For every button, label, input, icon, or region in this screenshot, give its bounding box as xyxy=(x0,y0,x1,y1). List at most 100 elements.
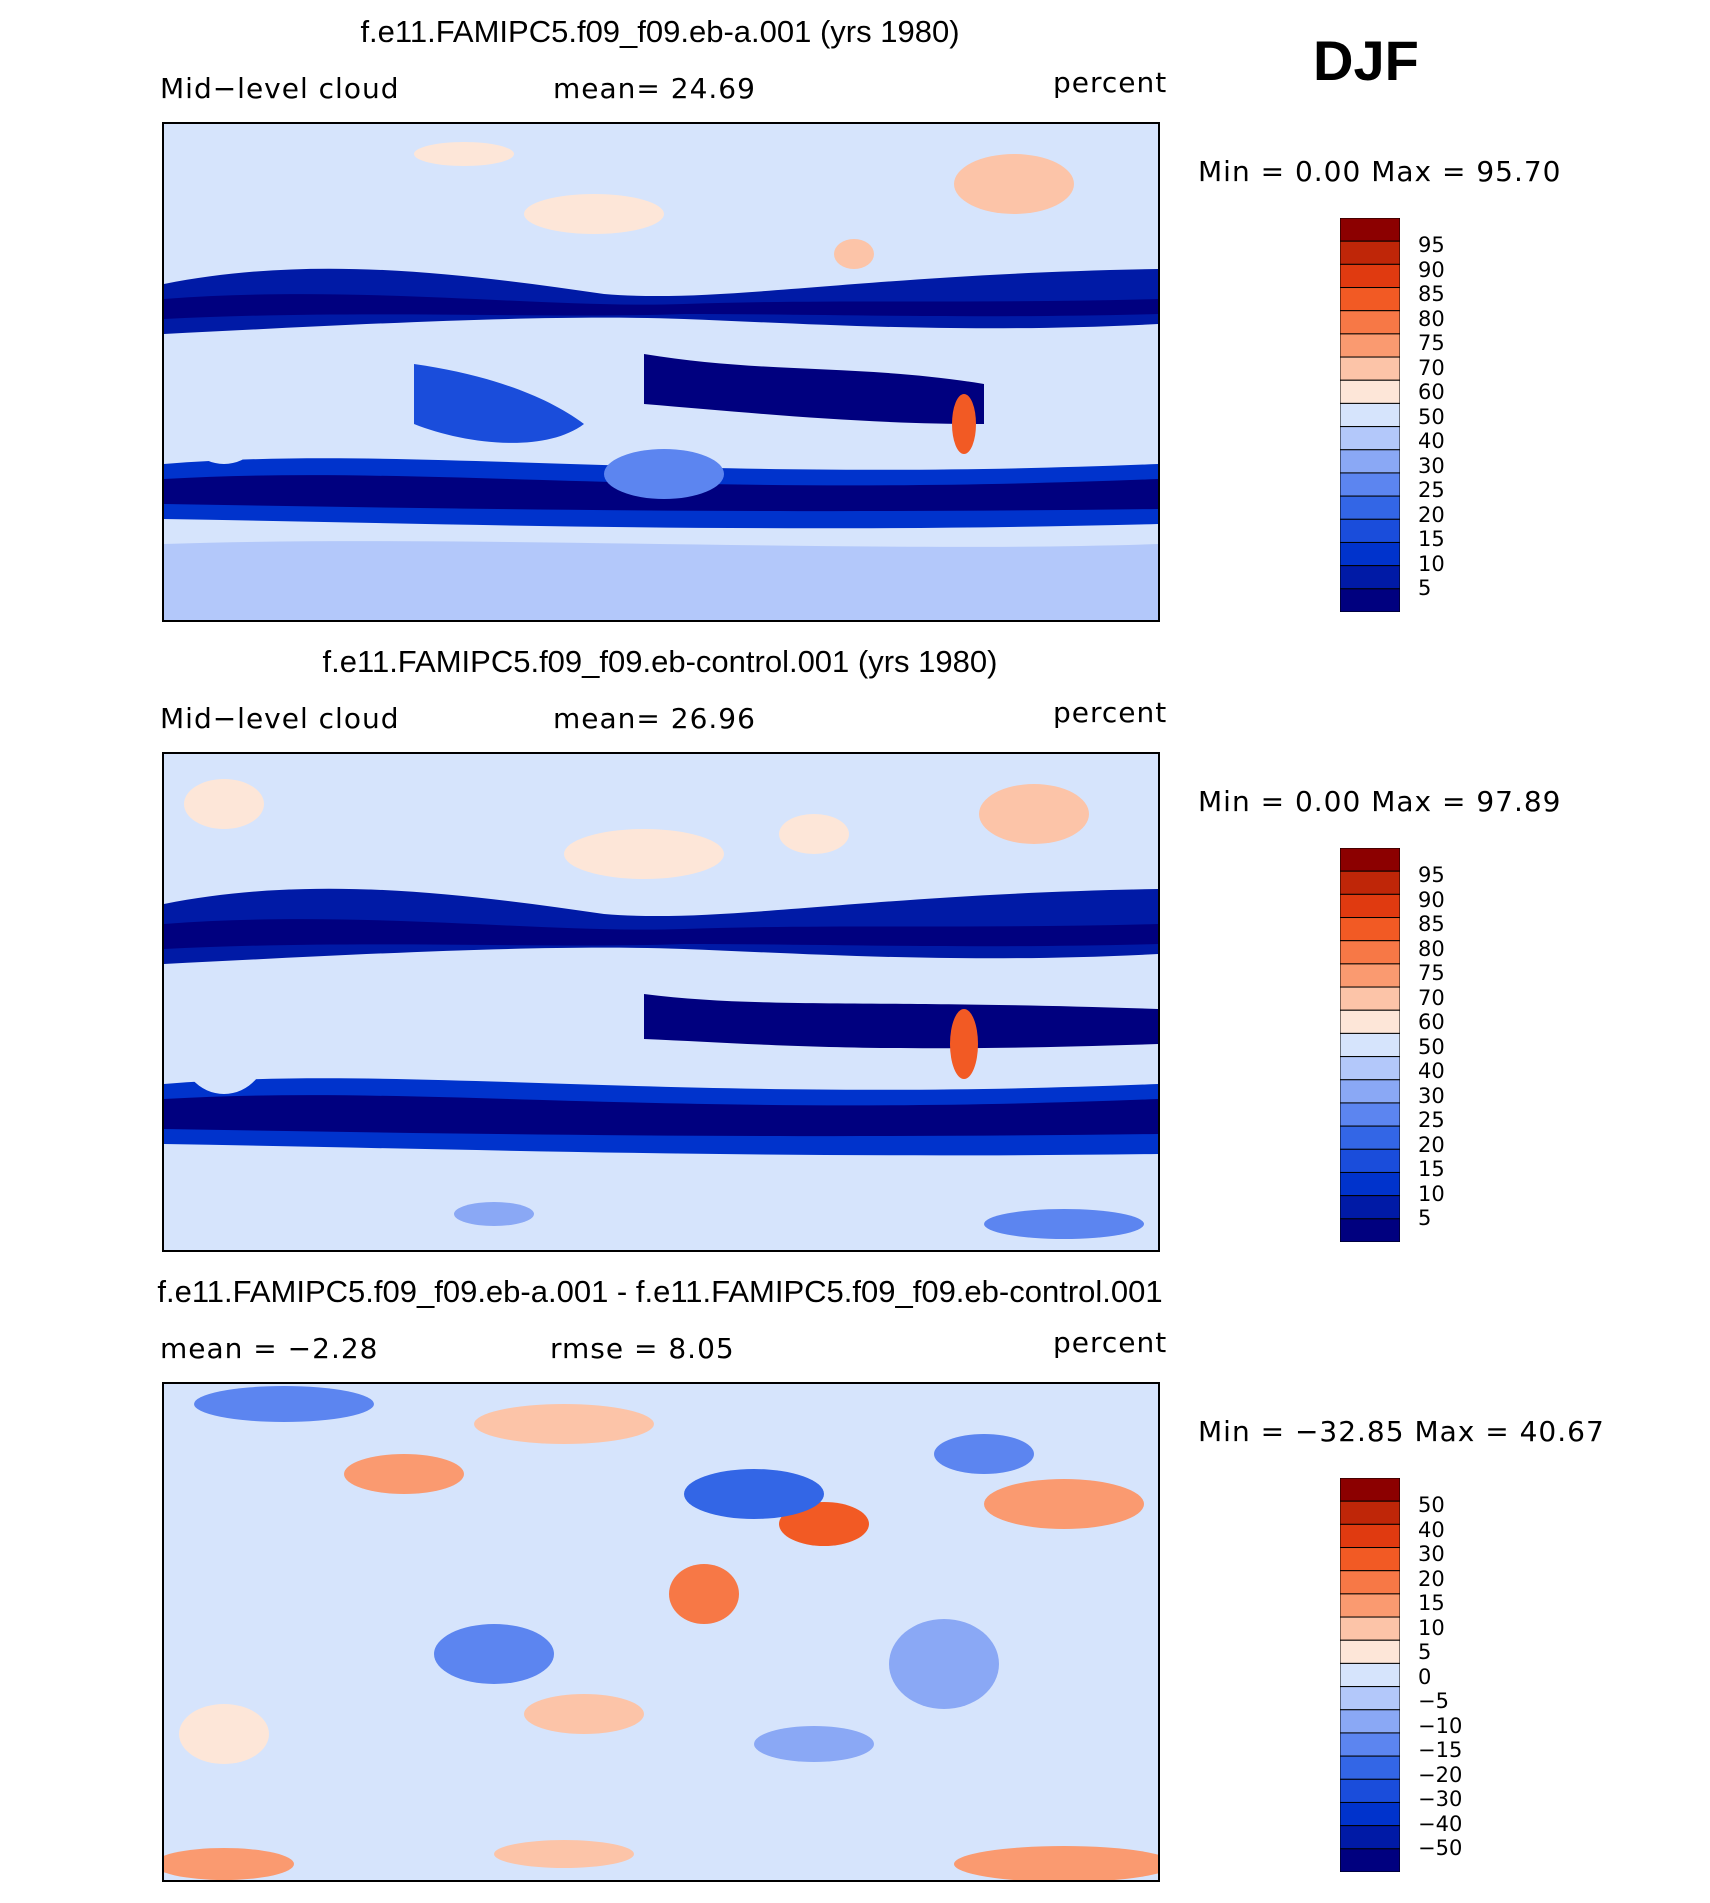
colorbar-tick-label: 30 xyxy=(1418,454,1445,478)
colorbar-swatch xyxy=(1340,917,1400,942)
colorbar-tick-label: 5 xyxy=(1418,1206,1432,1230)
colorbar-tick-label: −5 xyxy=(1418,1689,1449,1713)
colorbar-tick-label: 5 xyxy=(1418,576,1432,600)
panel2-title: f.e11.FAMIPC5.f09_f09.eb-control.001 (yr… xyxy=(322,644,998,679)
colorbar-swatch xyxy=(1340,1032,1400,1058)
panel1-minmax-label: Min = 0.00 Max = 95.70 xyxy=(1198,155,1562,188)
colorbar-swatch xyxy=(1340,379,1400,404)
colorbar-swatch xyxy=(1340,333,1400,358)
colorbar-tick-label: 70 xyxy=(1418,356,1445,380)
colorbar-tick-label: 75 xyxy=(1418,331,1445,355)
colorbar-swatch xyxy=(1340,1171,1400,1197)
colorbar-swatch xyxy=(1340,1218,1400,1242)
colorbar-swatch xyxy=(1340,1500,1400,1525)
season-label: DJF xyxy=(1313,29,1419,92)
colorbar-swatch xyxy=(1340,218,1400,242)
colorbar-swatch xyxy=(1340,1125,1400,1150)
colorbar-tick-label: 15 xyxy=(1418,527,1445,551)
panel3-title: f.e11.FAMIPC5.f09_f09.eb-a.001 - f.e11.F… xyxy=(157,1274,1163,1309)
colorbar-swatch xyxy=(1340,1593,1400,1618)
colorbar-swatch xyxy=(1340,870,1400,895)
colorbar-tick-label: 20 xyxy=(1418,1567,1445,1591)
colorbar-swatch xyxy=(1340,1732,1400,1757)
colorbar-tick-label: 20 xyxy=(1418,503,1445,527)
colorbar-swatch xyxy=(1340,1570,1400,1595)
colorbar-swatch xyxy=(1340,240,1400,265)
colorbar-tick-label: 50 xyxy=(1418,1035,1445,1059)
panel2-field xyxy=(164,754,1158,1250)
colorbar-tick-label: 85 xyxy=(1418,912,1445,936)
colorbar-tick-label: 10 xyxy=(1418,1182,1445,1206)
panel1-title: f.e11.FAMIPC5.f09_f09.eb-a.001 (yrs 1980… xyxy=(360,14,960,49)
panel3-field xyxy=(164,1384,1158,1880)
colorbar-tick-label: 15 xyxy=(1418,1157,1445,1181)
colorbar-tick-label: 15 xyxy=(1418,1591,1445,1615)
colorbar-tick-label: 0 xyxy=(1418,1665,1432,1689)
panel1-units-label: percent xyxy=(1053,66,1168,99)
colorbar-tick-label: 50 xyxy=(1418,405,1445,429)
colorbar-tick-label: −40 xyxy=(1418,1812,1463,1836)
colorbar-swatch xyxy=(1340,1778,1400,1803)
colorbar-swatch xyxy=(1340,1523,1400,1549)
panel1-colorbar xyxy=(1340,218,1400,612)
colorbar-swatch xyxy=(1340,495,1400,520)
colorbar-swatch xyxy=(1340,1547,1400,1572)
panel2-mean-label: mean= 26.96 xyxy=(553,702,756,735)
colorbar-tick-label: 40 xyxy=(1418,1518,1445,1542)
colorbar-tick-label: 75 xyxy=(1418,961,1445,985)
colorbar-tick-label: 95 xyxy=(1418,863,1445,887)
colorbar-tick-label: −30 xyxy=(1418,1787,1463,1811)
colorbar-swatch xyxy=(1340,1195,1400,1220)
colorbar-tick-label: 50 xyxy=(1418,1493,1445,1517)
colorbar-swatch xyxy=(1340,1755,1400,1780)
colorbar-tick-label: 25 xyxy=(1418,478,1445,502)
colorbar-swatch xyxy=(1340,541,1400,567)
colorbar-swatch xyxy=(1340,1825,1400,1850)
colorbar-swatch xyxy=(1340,940,1400,965)
colorbar-swatch xyxy=(1340,1056,1400,1081)
colorbar-tick-label: −15 xyxy=(1418,1738,1463,1762)
colorbar-swatch xyxy=(1340,518,1400,543)
colorbar-swatch xyxy=(1340,287,1400,312)
colorbar-swatch xyxy=(1340,310,1400,335)
panel1-map xyxy=(162,122,1160,622)
panel1-variable-label: Mid−level cloud xyxy=(160,72,400,105)
colorbar-swatch xyxy=(1340,1616,1400,1641)
panel2-variable-label: Mid−level cloud xyxy=(160,702,400,735)
colorbar-swatch xyxy=(1340,426,1400,451)
panel3-units-label: percent xyxy=(1053,1326,1168,1359)
colorbar-tick-label: 40 xyxy=(1418,1059,1445,1083)
panel2-minmax-label: Min = 0.00 Max = 97.89 xyxy=(1198,785,1562,818)
colorbar-tick-label: −10 xyxy=(1418,1714,1463,1738)
colorbar-tick-label: 40 xyxy=(1418,429,1445,453)
panel3-colorbar-swatches xyxy=(1340,1478,1400,1872)
colorbar-swatch xyxy=(1340,848,1400,872)
colorbar-tick-label: 85 xyxy=(1418,282,1445,306)
colorbar-tick-label: 80 xyxy=(1418,937,1445,961)
colorbar-swatch xyxy=(1340,402,1400,428)
colorbar-tick-label: 95 xyxy=(1418,233,1445,257)
colorbar-swatch xyxy=(1340,1686,1400,1711)
colorbar-swatch xyxy=(1340,472,1400,497)
colorbar-swatch xyxy=(1340,963,1400,988)
colorbar-tick-label: 80 xyxy=(1418,307,1445,331)
panel2-map xyxy=(162,752,1160,1252)
colorbar-swatch xyxy=(1340,356,1400,381)
panel3-rmse-label: rmse = 8.05 xyxy=(550,1332,735,1365)
colorbar-swatch xyxy=(1340,1478,1400,1502)
colorbar-tick-label: 90 xyxy=(1418,258,1445,282)
colorbar-swatch xyxy=(1340,449,1400,474)
panel3-minmax-label: Min = −32.85 Max = 40.67 xyxy=(1198,1415,1605,1448)
colorbar-swatch xyxy=(1340,588,1400,612)
panel3-map xyxy=(162,1382,1160,1882)
colorbar-tick-label: 30 xyxy=(1418,1542,1445,1566)
colorbar-swatch xyxy=(1340,1148,1400,1173)
colorbar-swatch xyxy=(1340,1079,1400,1104)
colorbar-swatch xyxy=(1340,1639,1400,1664)
colorbar-tick-label: −50 xyxy=(1418,1836,1463,1860)
colorbar-tick-label: 90 xyxy=(1418,888,1445,912)
panel1-field xyxy=(164,124,1158,620)
panel2-units-label: percent xyxy=(1053,696,1168,729)
colorbar-swatch xyxy=(1340,1848,1400,1872)
colorbar-tick-label: 10 xyxy=(1418,552,1445,576)
